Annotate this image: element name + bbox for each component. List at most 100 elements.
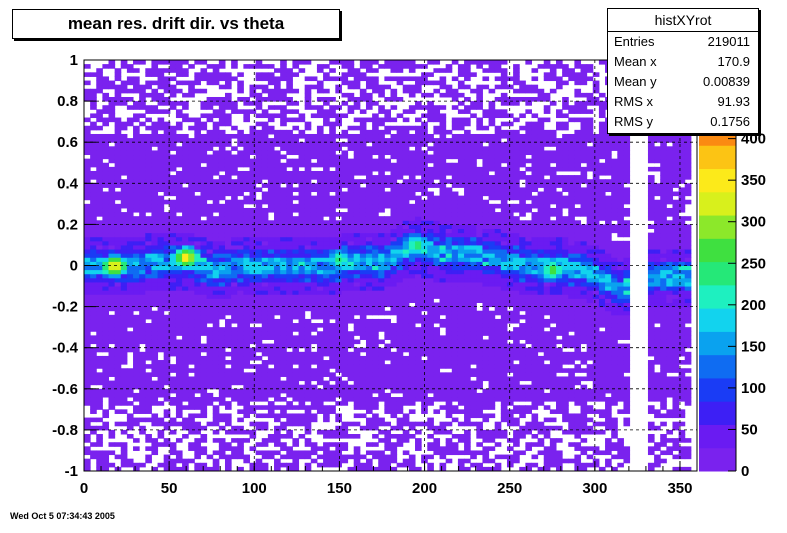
histogram-bin [151, 105, 159, 110]
histogram-bin [139, 191, 146, 197]
histogram-bin [408, 331, 416, 336]
histogram-bin [445, 364, 453, 369]
histogram-bin [378, 92, 385, 98]
histogram-bin [421, 133, 428, 139]
histogram-bin [114, 265, 122, 271]
histogram-bin [212, 113, 220, 119]
histogram-bin [347, 72, 355, 77]
histogram-bin [353, 327, 361, 332]
histogram-bin [224, 216, 232, 221]
histogram-bin [96, 372, 103, 377]
histogram-bin [218, 417, 226, 423]
histogram-bin [353, 72, 361, 77]
histogram-bin [261, 281, 269, 287]
histogram-bin [292, 64, 300, 69]
histogram-bin [286, 249, 293, 254]
histogram-bin [304, 96, 312, 102]
histogram-bin [90, 302, 97, 308]
histogram-bin [347, 60, 355, 65]
histogram-bin [267, 154, 275, 160]
histogram-bin [249, 376, 257, 382]
histogram-bin [175, 327, 183, 332]
histogram-bin [341, 306, 349, 312]
histogram-bin [96, 133, 103, 139]
histogram-bin [175, 401, 183, 406]
histogram-bin [169, 306, 177, 312]
histogram-bin [286, 462, 293, 468]
histogram-bin [274, 236, 281, 242]
histogram-bin [84, 364, 91, 369]
histogram-bin [145, 458, 152, 464]
histogram-bin [151, 380, 159, 386]
histogram-bin [445, 166, 453, 172]
histogram-bin [237, 310, 244, 316]
histogram-bin [114, 203, 122, 209]
histogram-bin [402, 154, 410, 160]
histogram-bin [274, 458, 281, 464]
histogram-bin [139, 339, 146, 345]
histogram-bin [427, 170, 434, 176]
histogram-bin [280, 286, 287, 291]
histogram-bin [237, 133, 244, 139]
histogram-bin [445, 170, 453, 176]
histogram-bin [378, 265, 385, 271]
histogram-bin [359, 454, 367, 460]
histogram-bin [433, 158, 441, 164]
histogram-bin [108, 286, 116, 291]
histogram-bin [292, 228, 300, 234]
histogram-bin [237, 450, 244, 456]
histogram-bin [457, 302, 465, 308]
histogram-bin [169, 339, 177, 345]
histogram-bin [194, 421, 201, 427]
histogram-bin [169, 68, 177, 73]
histogram-bin [169, 376, 177, 382]
histogram-bin [304, 105, 312, 110]
histogram-bin [145, 380, 152, 386]
histogram-bin [114, 364, 122, 369]
histogram-bin [286, 446, 293, 451]
histogram-bin [298, 236, 306, 242]
histogram-bin [310, 298, 318, 303]
histogram-bin [415, 179, 422, 184]
histogram-bin [402, 417, 410, 423]
histogram-bin [286, 146, 293, 151]
histogram-bin [464, 294, 471, 299]
histogram-bin [408, 355, 416, 361]
histogram-bin [200, 187, 208, 193]
histogram-bin [347, 281, 355, 287]
histogram-bin [163, 129, 171, 135]
histogram-bin [347, 191, 355, 197]
histogram-bin [126, 154, 134, 160]
histogram-bin [359, 277, 367, 283]
histogram-bin [163, 421, 171, 427]
histogram-bin [304, 162, 312, 168]
histogram-bin [96, 388, 103, 394]
histogram-bin [292, 224, 300, 230]
histogram-bin [206, 454, 214, 460]
histogram-bin [212, 360, 220, 365]
histogram-bin [464, 380, 471, 386]
histogram-bin [359, 138, 367, 143]
histogram-bin [372, 84, 379, 90]
histogram-bin [329, 429, 336, 435]
histogram-bin [194, 397, 201, 402]
histogram-bin [274, 413, 281, 419]
histogram-bin [249, 109, 257, 114]
histogram-bin [261, 253, 269, 258]
histogram-bin [433, 347, 441, 353]
histogram-bin [163, 380, 171, 386]
histogram-bin [408, 203, 416, 209]
histogram-bin [157, 331, 165, 336]
histogram-bin [243, 339, 251, 345]
histogram-bin [408, 207, 416, 213]
histogram-bin [439, 281, 447, 287]
histogram-bin [96, 253, 103, 258]
histogram-bin [347, 273, 355, 279]
histogram-bin [188, 212, 195, 217]
histogram-bin [84, 372, 91, 377]
histogram-bin [255, 286, 263, 291]
histogram-bin [139, 133, 146, 139]
histogram-bin [102, 228, 110, 234]
histogram-bin [206, 249, 214, 254]
histogram-bin [433, 166, 441, 172]
